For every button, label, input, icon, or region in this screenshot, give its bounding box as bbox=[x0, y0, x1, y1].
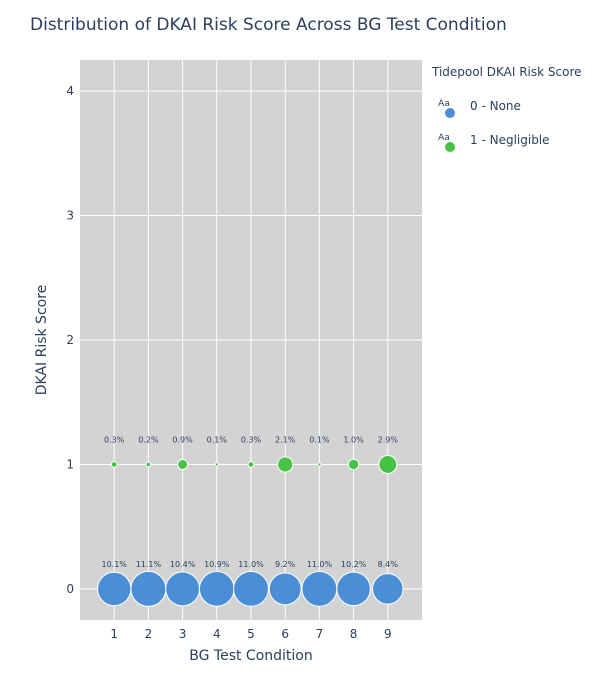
data-label: 9.2% bbox=[275, 560, 296, 569]
y-tick-label: 1 bbox=[66, 457, 74, 471]
data-label: 2.1% bbox=[275, 435, 296, 444]
bubble-marker[interactable] bbox=[214, 462, 219, 467]
y-tick-label: 4 bbox=[66, 84, 74, 98]
bubble-marker[interactable] bbox=[336, 571, 371, 607]
y-tick-label: 3 bbox=[66, 209, 74, 223]
bubble-marker[interactable] bbox=[347, 458, 360, 471]
bubble-marker[interactable] bbox=[372, 573, 404, 605]
data-label: 0.1% bbox=[309, 435, 330, 444]
bubble-marker[interactable] bbox=[110, 461, 118, 468]
legend-label: 0 - None bbox=[470, 99, 521, 113]
data-label: 0.9% bbox=[172, 435, 193, 444]
x-tick-label: 8 bbox=[350, 627, 358, 641]
x-tick-label: 4 bbox=[213, 627, 221, 641]
data-label: 0.3% bbox=[104, 435, 125, 444]
x-tick-label: 5 bbox=[247, 627, 255, 641]
bubble-marker[interactable] bbox=[177, 458, 189, 470]
data-label: 0.1% bbox=[207, 435, 228, 444]
bubble-marker[interactable] bbox=[317, 462, 322, 467]
data-label: 2.9% bbox=[378, 435, 399, 444]
bubble-marker[interactable] bbox=[145, 461, 152, 468]
data-label: 11.0% bbox=[307, 560, 333, 569]
chart-title: Distribution of DKAI Risk Score Across B… bbox=[30, 15, 507, 35]
data-labels: 10.1% 11.1% 10.4% 10.9% 11.0% 9.2% 11.0% 10.2% 8… bbox=[101, 435, 398, 568]
y-tick-label: 2 bbox=[66, 333, 74, 347]
x-tick-label: 2 bbox=[145, 627, 153, 641]
data-label: 1.0% bbox=[343, 435, 364, 444]
legend-title: Tidepool DKAI Risk Score bbox=[431, 65, 582, 79]
bubble-marker[interactable] bbox=[233, 570, 269, 607]
bubble-marker[interactable] bbox=[130, 570, 167, 607]
x-axis-title: BG Test Condition bbox=[189, 648, 312, 664]
bubble-marker[interactable] bbox=[301, 570, 338, 607]
bubble-marker[interactable] bbox=[198, 571, 235, 607]
bubble-marker[interactable] bbox=[97, 571, 132, 607]
bubble-marker[interactable] bbox=[378, 454, 398, 474]
x-tick-label: 9 bbox=[384, 627, 392, 641]
y-axis-title: DKAI Risk Score bbox=[34, 285, 50, 396]
data-label: 8.4% bbox=[378, 560, 399, 569]
data-markers[interactable] bbox=[97, 454, 404, 607]
legend[interactable]: Tidepool DKAI Risk Score Aa 0 - None Aa 1 -… bbox=[431, 65, 582, 152]
legend-swatch bbox=[445, 108, 455, 118]
x-tick-label: 6 bbox=[281, 627, 289, 641]
legend-text-marker: Aa bbox=[438, 99, 450, 109]
data-label: 0.2% bbox=[138, 435, 159, 444]
bubble-marker[interactable] bbox=[247, 461, 255, 468]
x-tick-label: 7 bbox=[316, 627, 324, 641]
axis-ticks: 1 2 3 4 5 6 7 8 9 0 1 2 3 4 bbox=[66, 84, 391, 641]
bubble-marker[interactable] bbox=[268, 572, 302, 606]
x-tick-label: 3 bbox=[179, 627, 187, 641]
data-label: 10.9% bbox=[204, 560, 230, 569]
data-label: 11.0% bbox=[238, 560, 264, 569]
y-tick-label: 0 bbox=[66, 582, 74, 596]
legend-item[interactable]: Aa 0 - None bbox=[438, 99, 521, 118]
bubble-marker[interactable] bbox=[277, 456, 294, 473]
legend-text-marker: Aa bbox=[438, 133, 450, 143]
x-tick-label: 1 bbox=[110, 627, 118, 641]
data-label: 11.1% bbox=[136, 560, 162, 569]
data-label: 10.2% bbox=[341, 560, 367, 569]
legend-item[interactable]: Aa 1 - Negligible bbox=[438, 133, 550, 152]
data-label: 10.4% bbox=[170, 560, 196, 569]
data-label: 0.3% bbox=[241, 435, 262, 444]
bubble-marker[interactable] bbox=[165, 571, 201, 607]
legend-swatch bbox=[445, 142, 455, 152]
legend-label: 1 - Negligible bbox=[470, 133, 550, 147]
data-label: 10.1% bbox=[101, 560, 127, 569]
